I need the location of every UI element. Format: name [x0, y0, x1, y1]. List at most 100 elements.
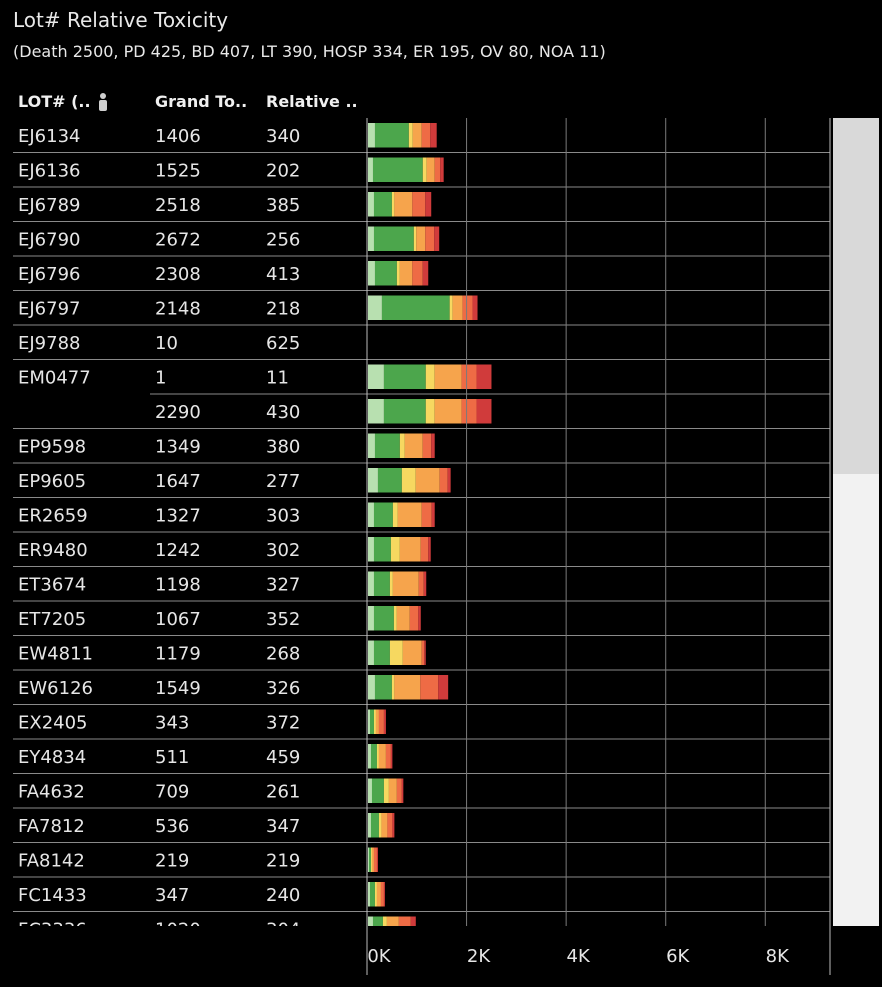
- bar-segment[interactable]: [472, 295, 478, 321]
- bar-segment[interactable]: [402, 640, 422, 666]
- bar-segment[interactable]: [370, 813, 379, 838]
- bar-segment[interactable]: [393, 606, 397, 631]
- bar-segment[interactable]: [415, 468, 440, 493]
- lot-label[interactable]: FC3336: [18, 920, 87, 941]
- bar-segment[interactable]: [368, 744, 371, 769]
- bar-segment[interactable]: [390, 744, 393, 769]
- bar-segment[interactable]: [368, 675, 375, 700]
- bar-segment[interactable]: [374, 123, 409, 148]
- bar-segment[interactable]: [371, 847, 374, 873]
- bar-segment[interactable]: [423, 571, 427, 597]
- bar-segment[interactable]: [368, 261, 375, 286]
- bar-segment[interactable]: [425, 226, 435, 252]
- lot-label[interactable]: EJ6789: [18, 195, 81, 216]
- bar-segment[interactable]: [378, 744, 386, 769]
- bar-segment[interactable]: [394, 675, 421, 700]
- bar-segment[interactable]: [376, 744, 379, 769]
- bar-segment[interactable]: [399, 433, 405, 459]
- bar-segment[interactable]: [422, 157, 427, 183]
- bar-segment[interactable]: [421, 123, 431, 148]
- bar-segment[interactable]: [412, 261, 423, 286]
- bar-segment[interactable]: [383, 778, 389, 804]
- bar-segment[interactable]: [399, 537, 421, 562]
- bar-segment[interactable]: [368, 399, 384, 424]
- bar-segment[interactable]: [370, 847, 372, 873]
- bar-segment[interactable]: [394, 192, 413, 217]
- bar-segment[interactable]: [368, 364, 384, 390]
- bar-segment[interactable]: [368, 709, 370, 735]
- bar-segment[interactable]: [434, 157, 441, 183]
- bar-segment[interactable]: [413, 226, 417, 252]
- bar-segment[interactable]: [374, 433, 400, 459]
- lot-label[interactable]: ER9480: [18, 540, 88, 561]
- lot-label[interactable]: FA8142: [18, 851, 85, 872]
- bar-segment[interactable]: [383, 399, 426, 424]
- bar-segment[interactable]: [368, 537, 374, 562]
- bar-segment[interactable]: [412, 123, 422, 148]
- bar-segment[interactable]: [396, 261, 400, 286]
- header-lot[interactable]: LOT# (..: [18, 92, 91, 111]
- bar-segment[interactable]: [431, 502, 435, 528]
- bar-segment[interactable]: [422, 261, 429, 286]
- bar-segment[interactable]: [373, 192, 392, 217]
- bar-segment[interactable]: [397, 502, 422, 528]
- bar-segment[interactable]: [373, 571, 390, 597]
- lot-label[interactable]: FC1433: [18, 885, 87, 906]
- bar-segment[interactable]: [396, 778, 402, 804]
- bar-segment[interactable]: [430, 123, 437, 148]
- bar-segment[interactable]: [368, 571, 374, 597]
- bar-segment[interactable]: [401, 778, 404, 804]
- bar-segment[interactable]: [387, 813, 393, 838]
- bar-segment[interactable]: [373, 640, 390, 666]
- bar-segment[interactable]: [373, 226, 414, 252]
- lot-label[interactable]: EJ9788: [18, 333, 81, 354]
- bar-segment[interactable]: [389, 640, 403, 666]
- lot-label[interactable]: ET7205: [18, 609, 86, 630]
- bar-segment[interactable]: [422, 433, 432, 459]
- bar-segment[interactable]: [368, 226, 374, 252]
- bar-segment[interactable]: [368, 606, 374, 631]
- bar-segment[interactable]: [368, 882, 370, 907]
- scrollbar-thumb[interactable]: [833, 118, 879, 474]
- bar-segment[interactable]: [373, 502, 393, 528]
- bar-segment[interactable]: [434, 226, 440, 252]
- bar-segment[interactable]: [378, 813, 382, 838]
- lot-label[interactable]: FA4632: [18, 782, 85, 803]
- lot-label[interactable]: ER2659: [18, 506, 88, 527]
- bar-segment[interactable]: [452, 295, 463, 321]
- bar-segment[interactable]: [425, 192, 432, 217]
- bar-segment[interactable]: [373, 606, 394, 631]
- bar-segment[interactable]: [416, 226, 426, 252]
- bar-segment[interactable]: [368, 640, 374, 666]
- bar-segment[interactable]: [396, 606, 410, 631]
- bar-segment[interactable]: [382, 916, 387, 942]
- bar-segment[interactable]: [392, 813, 395, 838]
- bar-segment[interactable]: [434, 364, 462, 390]
- bar-segment[interactable]: [439, 468, 448, 493]
- bar-segment[interactable]: [386, 916, 399, 942]
- lot-label[interactable]: EJ6790: [18, 230, 81, 251]
- lot-label[interactable]: EJ6134: [18, 126, 81, 147]
- lot-label[interactable]: EY4834: [18, 747, 86, 768]
- bar-segment[interactable]: [373, 709, 376, 735]
- bar-segment[interactable]: [425, 399, 435, 424]
- lot-label[interactable]: FA7812: [18, 816, 85, 837]
- bar-segment[interactable]: [434, 399, 462, 424]
- bar-segment[interactable]: [368, 502, 374, 528]
- bar-segment[interactable]: [374, 261, 397, 286]
- header-grand-total[interactable]: Grand To..: [155, 92, 248, 111]
- bar-segment[interactable]: [385, 744, 391, 769]
- bar-segment[interactable]: [381, 813, 388, 838]
- bar-segment[interactable]: [368, 813, 371, 838]
- bar-segment[interactable]: [368, 468, 378, 493]
- lot-label[interactable]: ET3674: [18, 575, 86, 596]
- bar-segment[interactable]: [368, 157, 373, 183]
- bar-segment[interactable]: [461, 364, 477, 390]
- bar-segment[interactable]: [380, 882, 384, 907]
- bar-segment[interactable]: [370, 744, 377, 769]
- bar-segment[interactable]: [409, 606, 419, 631]
- lot-label[interactable]: EW4811: [18, 644, 93, 665]
- bar-segment[interactable]: [369, 709, 374, 735]
- bar-segment[interactable]: [368, 847, 369, 873]
- lot-label[interactable]: EW6126: [18, 678, 93, 699]
